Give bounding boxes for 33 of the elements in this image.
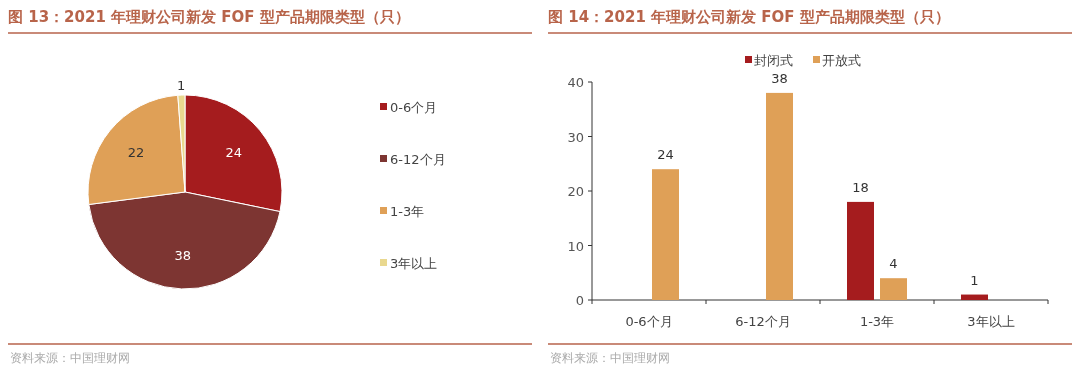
legend-label: 1-3年 — [390, 204, 425, 219]
chart-title: 图 13：2021 年理财公司新发 FOF 型产品期限类型（只） — [8, 8, 410, 26]
x-tick-label: 3年以上 — [967, 314, 1015, 329]
x-tick-label: 6-12个月 — [735, 314, 791, 329]
bar — [766, 92, 793, 300]
chart-title: 图 14：2021 年理财公司新发 FOF 型产品期限类型（只） — [548, 8, 950, 26]
data-label: 38 — [771, 70, 788, 86]
bar — [652, 169, 679, 300]
y-tick-label: 20 — [567, 184, 584, 199]
data-label: 24 — [657, 147, 674, 163]
y-tick-label: 40 — [567, 75, 584, 90]
y-tick-label: 30 — [567, 129, 584, 145]
data-label: 4 — [889, 256, 898, 272]
text: 资料来源：中国理财网 — [550, 351, 670, 365]
bar — [847, 201, 874, 300]
x-tick-label: 1-3年 — [859, 314, 895, 329]
data-label: 18 — [852, 179, 869, 195]
data-label: 24 — [225, 145, 243, 161]
text: 资料来源：中国理财网 — [10, 351, 130, 365]
y-tick-label: 10 — [567, 238, 584, 254]
data-label: 38 — [174, 248, 191, 264]
legend-label: 封闭式 — [754, 53, 793, 68]
y-tick-label: 0 — [575, 293, 584, 308]
data-label: 1 — [970, 272, 979, 288]
legend-label: 6-12个月 — [390, 152, 446, 167]
x-tick-label: 0-6个月 — [625, 314, 673, 329]
data-label: 22 — [127, 145, 145, 161]
legend-label: 0-6个月 — [390, 100, 438, 115]
legend-label: 开放式 — [822, 53, 861, 68]
legend-label: 3年以上 — [390, 256, 438, 271]
bar — [961, 294, 988, 300]
bar — [880, 278, 907, 300]
data-label: 1 — [176, 78, 186, 94]
